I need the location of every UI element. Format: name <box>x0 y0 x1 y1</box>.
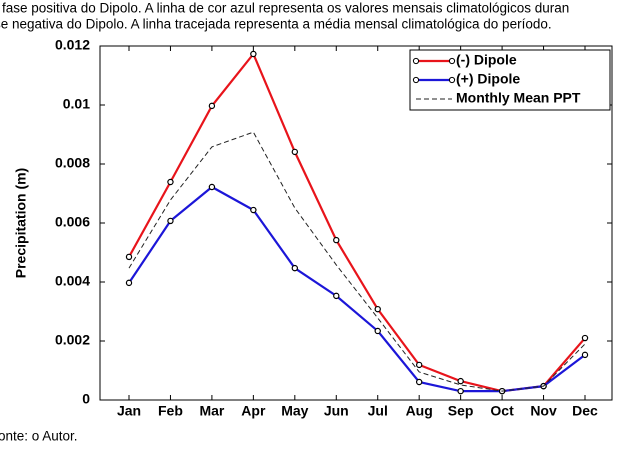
y-tick-label: 0.006 <box>55 214 90 230</box>
y-tick-label: 0.008 <box>55 155 90 171</box>
point <box>374 305 381 313</box>
point <box>125 253 133 261</box>
point <box>208 183 216 191</box>
point <box>250 50 257 58</box>
legend-marker <box>448 57 456 65</box>
x-tick-label: Jun <box>324 403 349 419</box>
x-tick-label: Aug <box>406 403 433 419</box>
legend-label: (+) Dipole <box>456 71 520 87</box>
caption-line: fase positiva do Dipolo. A linha de cor … <box>2 1 569 16</box>
point <box>457 387 464 395</box>
point <box>333 236 340 244</box>
point <box>250 206 257 214</box>
y-tick-label: 0.002 <box>55 332 90 348</box>
x-tick-label: Oct <box>490 403 514 419</box>
legend-marker <box>412 76 420 84</box>
y-axis-label: Precipitation (m) <box>13 168 29 278</box>
point <box>291 264 299 272</box>
point <box>457 377 464 385</box>
legend-label: (-) Dipole <box>456 52 517 68</box>
y-tick-label: 0.012 <box>55 37 90 53</box>
x-tick-label: Jan <box>117 403 141 419</box>
point <box>581 351 589 359</box>
x-tick-label: Apr <box>241 403 266 419</box>
point <box>291 148 299 156</box>
x-tick-label: Dec <box>572 403 598 419</box>
y-tick-label: 0.01 <box>63 96 90 112</box>
legend-marker <box>412 57 420 65</box>
series-line <box>128 131 586 392</box>
series-line <box>128 185 586 393</box>
point <box>333 292 340 300</box>
x-tick-label: Feb <box>158 403 183 419</box>
x-tick-label: Nov <box>530 403 557 419</box>
point <box>581 334 589 342</box>
x-tick-label: Jul <box>368 403 388 419</box>
point <box>208 102 216 110</box>
y-tick-label: 0.004 <box>55 273 90 289</box>
x-tick-label: May <box>281 403 308 419</box>
legend-label: Monthly Mean PPT <box>456 90 581 106</box>
source: onte: o Autor. <box>0 429 78 444</box>
y-tick-label: 0 <box>82 391 90 407</box>
legend-marker <box>448 76 456 84</box>
point <box>167 178 174 186</box>
x-tick-label: Mar <box>199 403 224 419</box>
caption-line: se negativa do Dipolo. A linha tracejada… <box>0 17 552 32</box>
point <box>167 217 174 225</box>
point <box>374 327 381 335</box>
point <box>415 378 423 386</box>
point <box>125 279 133 287</box>
point <box>415 361 423 369</box>
x-tick-label: Sep <box>448 403 474 419</box>
